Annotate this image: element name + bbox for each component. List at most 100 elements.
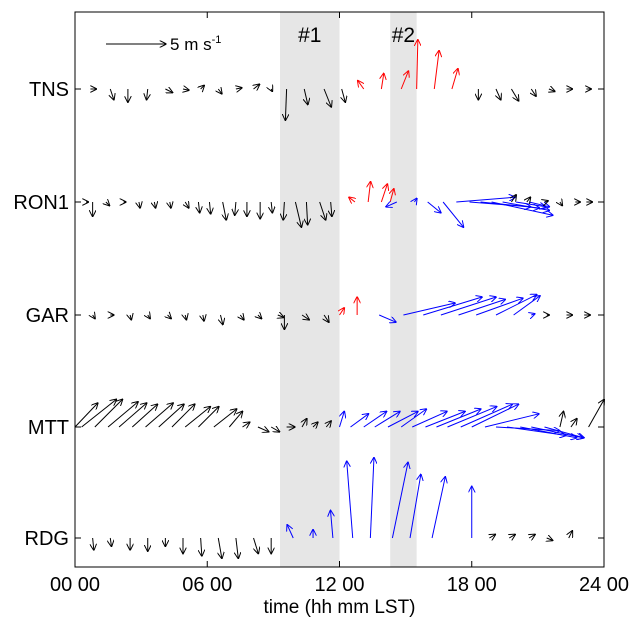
wind-vector-ron1 [198,201,199,213]
wind-vector-gar [531,314,535,315]
wind-vector-gar [403,303,455,316]
wind-vector-mtt [326,421,331,427]
wind-vector-gar [378,314,396,322]
wind-vector-rdg [236,537,238,558]
wind-vector-ron1 [442,201,463,227]
wind-vector-rdg [431,477,445,539]
wind-vector-mtt [74,403,98,428]
wind-vector-tns [549,89,555,91]
station-label-gar: GAR [26,305,69,327]
wind-vector-rdg [110,537,111,546]
x-axis-title: time (hh mm LST) [263,597,415,618]
wind-vector-tns [110,88,114,100]
wind-vector-mtt [560,411,564,428]
wind-vector-rdg [347,461,354,539]
wind-vector-gar [185,315,186,320]
wind-vector-mtt [412,411,447,428]
shaded-period-1 [279,12,340,567]
wind-vector-gar [495,295,537,316]
scale-unit-exponent: -1 [212,34,222,46]
wind-vector-mtt [471,404,519,428]
wind-vector-gar [324,314,329,322]
wind-vector-ron1 [271,201,272,213]
wind-vector-mtt [242,422,250,427]
station-label-mtt: MTT [28,417,69,439]
wind-vector-rdg [569,531,573,539]
wind-vector-mtt [81,399,117,428]
wind-vector-mtt [158,404,184,428]
wind-vector-ron1 [368,182,370,203]
y-axis: TNS RON1 GAR MTT RDG [13,79,604,550]
scale-unit: m s [184,35,211,54]
wind-vector-rdg [253,537,259,554]
wind-vector-ron1 [390,189,394,203]
wind-vector-ron1 [414,198,416,202]
wind-vector-ron1 [223,201,227,220]
wind-vector-rdg [218,537,222,558]
wind-vector-mtt [447,407,497,428]
wind-vector-gar [340,308,345,316]
wind-vector-mtt [118,403,147,428]
x-tick-label: 18 00 [447,574,497,596]
wind-vector-mtt [302,419,307,428]
wind-vector-tns [201,85,205,89]
wind-vector-ron1 [139,202,140,208]
wind-vector-gar [458,299,506,316]
wind-vector-ron1 [185,202,189,208]
wind-vector-ron1 [349,197,355,202]
wind-vector-gar [258,315,262,319]
wind-vector-ron1 [331,201,332,216]
wind-vector-mtt [363,411,387,428]
wind-vector-mtt [145,403,174,428]
x-tick-label: 00 00 [50,574,100,596]
station-label-rdg: RDG [25,528,69,550]
wind-vector-ron1 [491,201,553,215]
wind-vector-gar [220,314,222,325]
wind-vector-ron1 [456,197,515,203]
wind-vector-ron1 [294,201,301,227]
wind-vector-mtt [520,426,576,438]
wind-vector-ron1 [386,202,398,207]
wind-vector-ron1 [544,201,548,202]
scale-label: 5 m s-1 [170,34,221,54]
wind-vector-gar [278,315,284,317]
wind-vector-tns [531,88,536,96]
station-label-ron1: RON1 [13,192,69,214]
wind-vector-rdg [287,525,294,539]
wind-vector-mtt [484,414,539,428]
period-label-1: #1 [298,24,321,47]
wind-vector-tns [400,71,408,90]
wind-vector-tns [254,84,260,89]
wind-vector-tns [342,88,346,102]
wind-vector-rdg [547,538,553,540]
wind-vector-mtt [436,409,480,428]
wind-vector-mtt [387,411,418,428]
wind-vector-mtt [131,404,157,428]
wind-vector-gar [168,315,172,319]
wind-vector-rdg [391,462,408,539]
wind-vector-gar [301,315,309,320]
wind-vector-ron1 [209,201,210,214]
wind-vector-tns [165,89,172,93]
wind-vector-rdg [369,458,374,539]
wind-vector-tns [496,88,501,100]
wind-vector-mtt [257,427,269,432]
wind-vector-mtt [460,404,513,428]
wind-vector-mtt [313,422,318,427]
wind-vector-gar [440,297,496,316]
wind-vector-tns [183,89,189,90]
wind-vector-rdg [330,510,332,539]
wind-vector-rdg [409,474,421,539]
wind-vector-mtt [350,414,369,428]
wind-vector-ron1 [380,184,387,203]
x-tick-label: 12 00 [314,574,364,596]
wind-vector-mtt [184,407,210,428]
wind-vector-gar [148,315,150,319]
x-tick-label: 24 00 [579,574,629,596]
wind-vector-mtt [544,426,584,438]
wind-vector-tns [218,89,222,94]
wind-vector-ron1 [515,201,546,207]
wind-vector-ron1 [106,202,110,206]
wind-vector-rdg [93,537,94,550]
